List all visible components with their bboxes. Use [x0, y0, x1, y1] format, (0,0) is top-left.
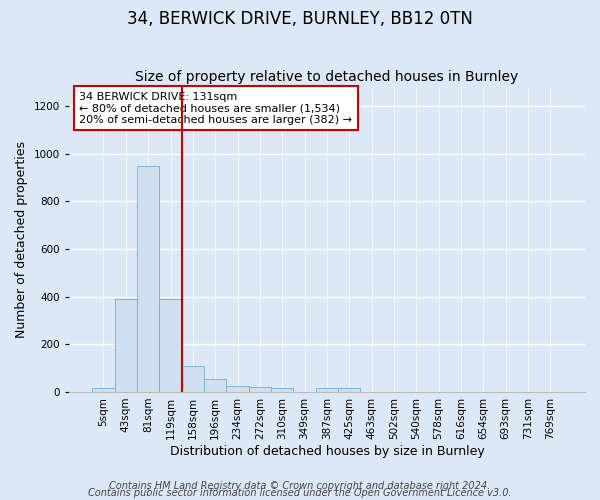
Bar	[316, 388, 338, 392]
Text: 34 BERWICK DRIVE: 131sqm
← 80% of detached houses are smaller (1,534)
20% of sem: 34 BERWICK DRIVE: 131sqm ← 80% of detach…	[79, 92, 352, 125]
Text: 34, BERWICK DRIVE, BURNLEY, BB12 0TN: 34, BERWICK DRIVE, BURNLEY, BB12 0TN	[127, 10, 473, 28]
Y-axis label: Number of detached properties: Number of detached properties	[15, 141, 28, 338]
Bar	[249, 387, 271, 392]
Bar	[338, 388, 361, 392]
Bar	[226, 386, 249, 392]
Title: Size of property relative to detached houses in Burnley: Size of property relative to detached ho…	[135, 70, 518, 85]
X-axis label: Distribution of detached houses by size in Burnley: Distribution of detached houses by size …	[170, 444, 484, 458]
Text: Contains public sector information licensed under the Open Government Licence v3: Contains public sector information licen…	[88, 488, 512, 498]
Bar	[92, 388, 115, 392]
Bar	[137, 166, 160, 392]
Bar	[271, 388, 293, 392]
Bar	[204, 379, 226, 392]
Bar	[182, 366, 204, 392]
Bar	[115, 299, 137, 392]
Bar	[160, 299, 182, 392]
Text: Contains HM Land Registry data © Crown copyright and database right 2024.: Contains HM Land Registry data © Crown c…	[109, 481, 491, 491]
